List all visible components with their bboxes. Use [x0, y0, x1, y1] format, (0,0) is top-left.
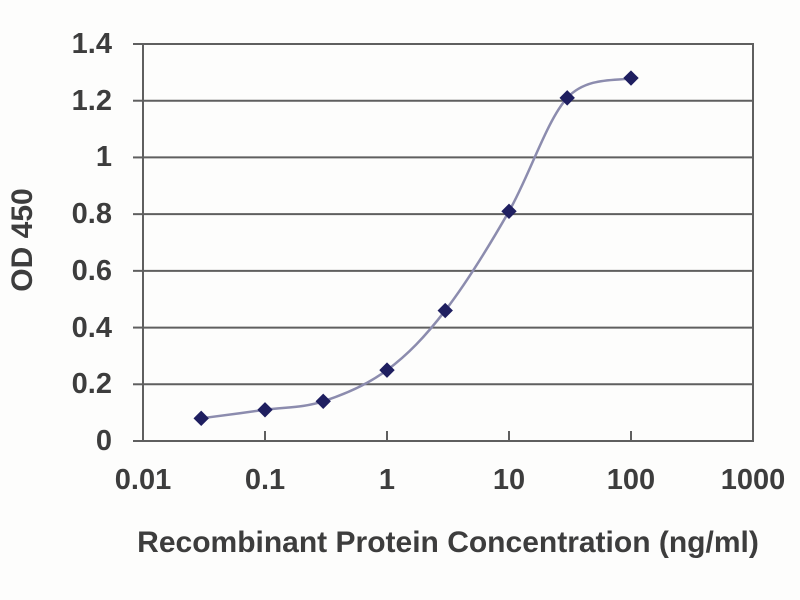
- data-point-marker: [623, 70, 639, 86]
- y-tick-label: 1.4: [71, 28, 112, 60]
- data-point-marker: [379, 362, 395, 378]
- data-point-marker: [501, 203, 517, 220]
- x-tick-label: 1000: [720, 464, 786, 496]
- y-tick-label: 0.2: [71, 368, 112, 401]
- y-tick-label: 0.4: [71, 311, 112, 344]
- y-tick-label: 0.8: [71, 198, 112, 231]
- data-point-marker: [437, 302, 453, 319]
- data-point-marker: [257, 402, 273, 418]
- plot-border: [142, 43, 754, 442]
- y-tick-label: 1.2: [71, 84, 112, 117]
- x-tick-label: 10: [492, 464, 526, 496]
- y-tick-label: 1: [95, 141, 112, 174]
- y-tick-label: 0.6: [71, 254, 112, 287]
- data-point-marker: [315, 393, 331, 410]
- x-axis-title: Recombinant Protein Concentration (ng/ml…: [137, 526, 759, 559]
- data-point-marker: [559, 90, 575, 106]
- x-tick-label: 0.01: [114, 464, 172, 496]
- x-tick-label: 100: [606, 464, 656, 496]
- series-line: [201, 76, 632, 420]
- data-point-marker: [193, 410, 209, 427]
- x-tick-label: 1: [378, 464, 396, 496]
- x-tick-label: 0.1: [244, 464, 286, 496]
- y-tick-label: 0: [95, 425, 112, 457]
